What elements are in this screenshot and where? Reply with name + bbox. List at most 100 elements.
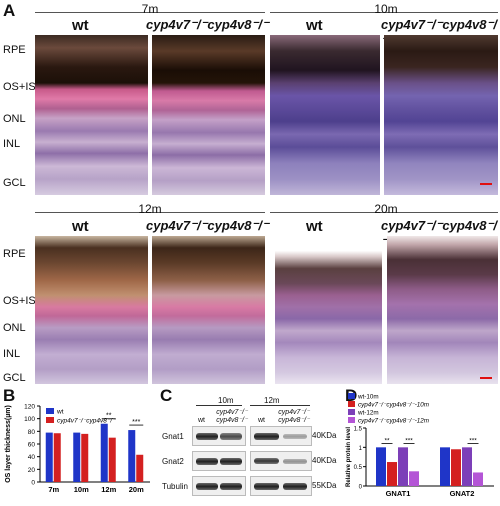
layer-label-gcl-top: GCL [3,177,26,189]
blot-tubulin-12m [250,476,312,496]
legend-swatch [348,417,355,423]
block-rule-7m [35,12,265,13]
histology-image-wt-20m [275,236,382,384]
y-tick-label: 1 [359,446,363,452]
legend-swatch [348,393,355,399]
band-tubulin-ko-12m [283,483,307,490]
blot-age-rule-12m [250,405,310,406]
band-gnat2-wt-12m [254,458,279,464]
bar [387,462,397,486]
histology-image-wt-7m [35,35,148,195]
scale-bar-bottom [480,377,492,379]
bar [440,447,450,486]
os-thickness-chart: 0 20 40 60 80 100 120 OS layer thickness(µm) 7m 1… [5,404,150,494]
bar [53,433,61,482]
lane-label-ko-12m: cyp4v7⁻/⁻ cyp4v8⁻/⁻ [278,409,310,424]
age-label-20m: 20m [374,202,398,216]
bar [462,447,472,486]
histology-image-ko-10m [384,35,498,195]
histology-image-ko-12m [152,236,265,384]
bar [128,430,136,482]
genotype-ko-7m: cyp4v7⁻/⁻cyp4v8⁻/⁻ [146,17,269,32]
protein-label-gnat2: Gnat2 [162,457,184,466]
layer-label-inl-top: INL [3,138,21,150]
legend-label: cyp4v7⁻/⁻cyp4v8⁻/⁻-10m [358,402,429,409]
layer-label-osis-top: OS+IS [3,81,36,93]
blot-age-12m: 12m [264,396,280,405]
block-rule-20m [270,212,498,213]
band-gnat1-wt-10m [196,433,218,440]
x-tick-label: 12m [101,485,116,494]
blot-gnat1-10m [192,426,246,446]
blot-gnat1-12m [250,426,312,446]
scale-bar-top [480,183,492,185]
legend-label: wt-12m [357,410,379,417]
blot-age-10m: 10m [218,396,234,405]
bar [451,449,461,486]
age-label-12m: 12m [138,202,162,216]
legend-swatch [348,409,355,415]
panel-b-label: B [3,386,16,405]
bar [473,472,483,486]
layer-label-osis-bottom: OS+IS [3,295,36,307]
band-gnat2-wt-10m [196,458,218,465]
band-tubulin-wt-12m [254,483,279,490]
layer-label-onl-top: ONL [3,113,26,125]
x-tick-label: 20m [129,485,144,494]
histology-image-ko-7m [152,35,265,195]
panel-a-label: A [3,1,16,20]
genotype-wt-12m: wt [72,218,89,235]
y-tick-label: 40 [28,454,36,461]
bar [409,471,419,486]
block-rule-10m [270,12,498,13]
band-gnat1-wt-12m [254,433,279,440]
significance-marker: *** [405,437,413,444]
bar [73,432,81,482]
genotype-ko-20m: cyp4v7⁻/⁻cyp4v8⁻/⁻ [381,218,497,249]
bar [376,447,386,486]
bar [108,437,116,482]
significance-marker: ** [106,413,112,420]
size-marker-tubulin: 55KDa [312,481,337,490]
significance-marker: ** [384,437,390,444]
histology-image-wt-12m [35,236,148,384]
x-tick-label: 10m [74,485,89,494]
y-tick-label: 120 [24,404,35,411]
y-tick-label: 60 [28,442,36,449]
layer-label-rpe-bottom: RPE [3,248,26,260]
blot-gnat2-12m [250,451,312,471]
legend-label: wt [56,409,64,416]
genotype-wt-10m: wt [306,17,323,34]
layer-label-gcl-bottom: GCL [3,372,26,384]
genotype-wt-7m: wt [72,17,89,34]
histology-image-ko-20m [387,236,498,384]
y-tick-label: 0 [359,485,363,491]
y-axis-label: Relative protein level [346,427,352,487]
band-gnat1-ko-12m [283,434,307,439]
legend-swatch [46,417,54,423]
legend-label: cyp4v7⁻/⁻cyp4v8⁻/⁻ [57,418,116,425]
lane-label-wt-10m: wt [198,417,205,424]
x-tick-label: GNAT2 [450,489,475,498]
age-label-7m: 7m [141,2,159,16]
y-tick-label: 0 [31,480,35,487]
lane-label-wt-12m: wt [258,417,265,424]
significance-marker: *** [132,419,140,426]
size-marker-gnat1: 40KDa [312,431,337,440]
layer-label-rpe-top: RPE [3,44,26,56]
bar [45,432,53,482]
bar [398,447,408,486]
x-tick-label: 7m [48,485,59,494]
lane-label-ko-10m: cyp4v7⁻/⁻ cyp4v8⁻/⁻ [216,409,248,424]
blot-gnat2-10m [192,451,246,471]
y-tick-label: 80 [28,429,36,436]
y-tick-label: 100 [24,416,35,423]
protein-label-gnat1: Gnat1 [162,432,184,441]
panel-c-label: C [160,386,173,405]
band-gnat2-ko-12m [283,459,307,464]
legend-swatch [348,401,355,407]
legend-swatch [46,408,54,414]
y-tick-label: 0.5 [354,465,363,471]
bar [100,423,108,482]
band-tubulin-ko-10m [220,483,242,490]
